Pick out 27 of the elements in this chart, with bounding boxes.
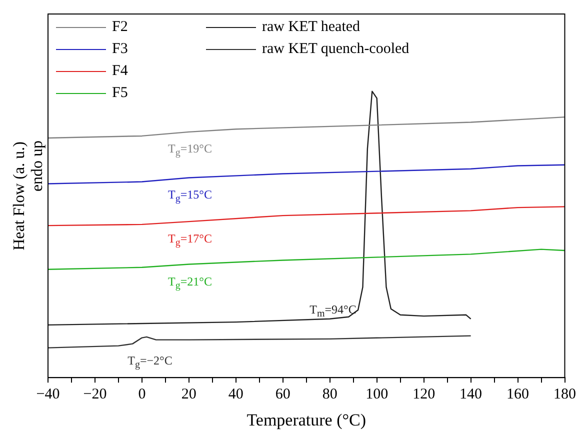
annotation: T$_{m}$=94°C <box>310 302 356 320</box>
y-axis-title: Heat Flow (a. u.) <box>11 141 29 250</box>
annotation: T$_{g}$=17°C <box>168 231 212 249</box>
legend-label: F4 <box>112 62 128 80</box>
annotation: T$_{g}$=15°C <box>168 187 212 205</box>
legend-label: F3 <box>112 40 128 58</box>
text: endo up <box>29 140 47 192</box>
x-tick-label: 100 <box>366 386 388 403</box>
annotation: T$_{g}$=−2°C <box>128 353 172 371</box>
legend-label: F5 <box>112 84 128 102</box>
x-tick-label: 160 <box>506 386 530 403</box>
x-tick-label: 180 <box>554 386 576 403</box>
legend-label: raw KET heated <box>262 18 360 36</box>
x-tick-label: 140 <box>460 386 482 403</box>
x-tick-label: −40 <box>36 386 60 403</box>
legend-label: F2 <box>112 18 128 36</box>
x-tick-label: 40 <box>228 386 244 403</box>
x-tick-label: 20 <box>181 386 196 403</box>
legend-label: raw KET quench-cooled <box>262 40 410 58</box>
x-axis-title: Temperature (°C) <box>246 410 366 430</box>
x-tick-label: 80 <box>322 386 338 403</box>
x-tick-label: −20 <box>83 386 107 403</box>
x-tick-label: 120 <box>412 386 436 403</box>
x-tick-label: 60 <box>275 386 290 403</box>
annotation: T$_{g}$=19°C <box>168 141 212 159</box>
x-tick-label: 0 <box>138 386 146 403</box>
annotation: T$_{g}$=21°C <box>168 274 212 292</box>
